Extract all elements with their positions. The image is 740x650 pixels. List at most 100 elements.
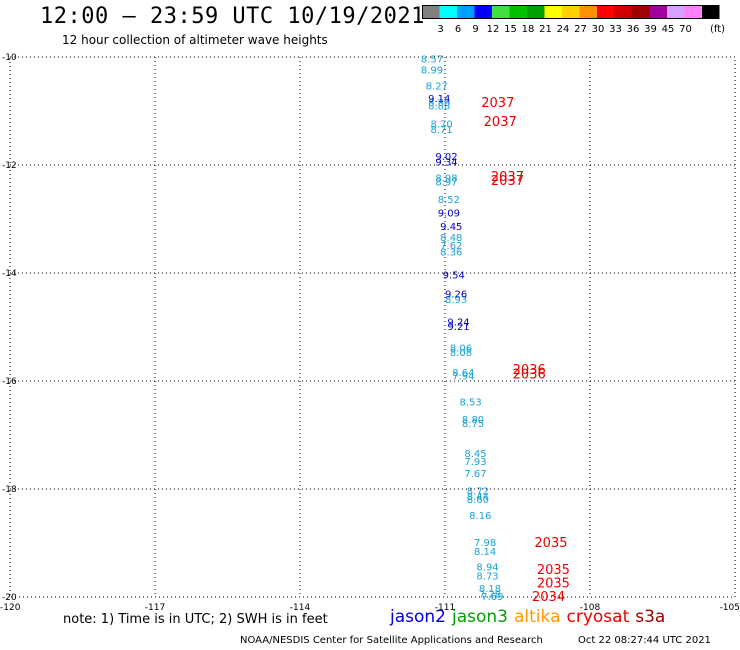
x-tick-label: -117: [145, 603, 165, 613]
wave-height-label: 8.64: [452, 368, 474, 379]
legend-entry: s3a: [635, 607, 666, 627]
wave-height-label: 8.53: [460, 398, 482, 409]
wave-height-label: 8.48: [440, 233, 462, 244]
x-tick-label: -111: [435, 603, 455, 613]
legend-entry: cryosat: [566, 607, 630, 627]
colorbar-swatch: [527, 5, 545, 19]
wave-height-label: 8.72: [467, 487, 489, 498]
wave-height-label: 9.21: [447, 322, 469, 333]
legend-entry: jason2: [390, 607, 446, 627]
x-tick-label: -114: [290, 603, 311, 613]
wave-height-label: 8.94: [476, 562, 498, 573]
time-label: 2037: [484, 115, 517, 130]
wave-height-label: 8.80: [462, 415, 484, 426]
y-tick-label: -18: [2, 485, 17, 495]
wave-height-label: 8.08: [450, 348, 472, 359]
wave-height-label: 8.98: [435, 174, 457, 185]
colorbar-label: 21: [539, 24, 552, 35]
units-note: note: 1) Time is in UTC; 2) SWH is in fe…: [63, 612, 328, 627]
colorbar-label: 6: [455, 24, 461, 35]
wave-height-label: 8.52: [438, 195, 460, 206]
wave-height-label: 8.93: [445, 295, 467, 306]
time-label: 2035: [537, 563, 570, 578]
colorbar-swatch: [614, 5, 632, 19]
wave-height-label: 8.36: [440, 247, 462, 258]
colorbar-swatch: [579, 5, 597, 19]
time-label: 2037: [481, 96, 514, 111]
colorbar-swatch: [684, 5, 702, 19]
wave-height-label: 9.26: [445, 290, 467, 301]
wave-height-label: 9.24: [447, 318, 469, 329]
wave-height-label: 9.14: [428, 94, 450, 105]
wave-height-label: 8.16: [469, 511, 491, 522]
colorbar-swatch: [649, 5, 667, 19]
wave-height-label: 8.73: [476, 571, 498, 582]
satellite-legend: jason2 jason3 altika cryosat s3a: [390, 607, 671, 627]
colorbar-label: 36: [627, 24, 640, 35]
colorbar-swatch: [597, 5, 615, 19]
colorbar-swatch: [702, 5, 720, 19]
time-label: 2035: [537, 577, 570, 592]
time-label: 2034: [532, 590, 565, 605]
wave-height-label: 8.27: [426, 82, 448, 93]
wave-height-label: 9.02: [435, 152, 457, 163]
wave-height-label: 7.94: [452, 372, 474, 383]
colorbar-swatch: [509, 5, 527, 19]
y-tick-label: -12: [2, 161, 17, 171]
colorbar-swatch: [474, 5, 492, 19]
colorbar-swatch: [422, 5, 440, 19]
plot-frame: [9, 56, 736, 598]
wave-height-label: 8.44: [467, 492, 489, 503]
wave-height-label: 8.57: [421, 55, 443, 66]
y-tick-label: -16: [2, 377, 17, 387]
colorbar-swatch: [667, 5, 685, 19]
wave-height-label: 8.18: [479, 584, 501, 595]
colorbar-label: 18: [522, 24, 535, 35]
wave-height-label: 8.06: [450, 344, 472, 355]
time-label: 2035: [534, 536, 567, 551]
generated-timestamp: Oct 22 08:27:44 UTC 2021: [578, 635, 711, 646]
chart-subtitle: 12 hour collection of altimeter wave hei…: [62, 33, 328, 47]
wave-height-label: 7.28: [479, 589, 501, 600]
legend-entry: jason3: [452, 607, 508, 627]
wave-height-label: 7.93: [464, 457, 486, 468]
wave-height-label: 8.86: [428, 98, 450, 109]
colorbar-swatch: [562, 5, 580, 19]
wave-height-label: 9.34: [435, 157, 457, 168]
wave-height-label: 7.62: [440, 241, 462, 252]
wave-height-label: 8.71: [431, 125, 453, 136]
colorbar-label: 33: [609, 24, 622, 35]
wave-height-label: 8.14: [474, 547, 496, 558]
wave-height-label: 7.67: [464, 469, 486, 480]
colorbar-swatch: [544, 5, 562, 19]
time-label: 2036: [513, 363, 546, 378]
colorbar-swatch: [439, 5, 457, 19]
colorbar-unit: (ft): [710, 24, 725, 35]
credit-text: NOAA/NESDIS Center for Satellite Applica…: [240, 635, 543, 646]
colorbar-label: 45: [662, 24, 675, 35]
colorbar-swatch: [632, 5, 650, 19]
wave-height-label: 7.98: [474, 538, 496, 549]
colorbar-label: 12: [487, 24, 500, 35]
time-label: 2037: [491, 170, 524, 185]
colorbar-label: 9: [472, 24, 478, 35]
time-label: 2036: [513, 368, 546, 383]
colorbar-label: 24: [557, 24, 570, 35]
y-tick-label: -20: [2, 593, 17, 603]
color-scale-bar: 3 6 9 12 15 18 21 24 27 30 33 36 39 45 70 (ft): [422, 5, 725, 35]
wave-height-label: 8.99: [421, 66, 443, 77]
colorbar-label: 3: [437, 24, 443, 35]
colorbar-label: 30: [592, 24, 605, 35]
y-tick-label: -14: [2, 269, 17, 279]
wave-height-label: 8.75: [462, 419, 484, 430]
colorbar-swatch: [492, 5, 510, 19]
chart-title: 12:00 – 23:59 UTC 10/19/2021: [40, 4, 425, 29]
x-tick-label: -108: [580, 603, 601, 613]
wave-height-label: 9.09: [438, 209, 460, 220]
colorbar-swatch: [457, 5, 475, 19]
wave-height-label: 9.45: [440, 222, 462, 233]
wave-height-label: 9.54: [443, 271, 465, 282]
wave-height-label: 8.60: [467, 495, 489, 506]
colorbar-label: 39: [644, 24, 657, 35]
